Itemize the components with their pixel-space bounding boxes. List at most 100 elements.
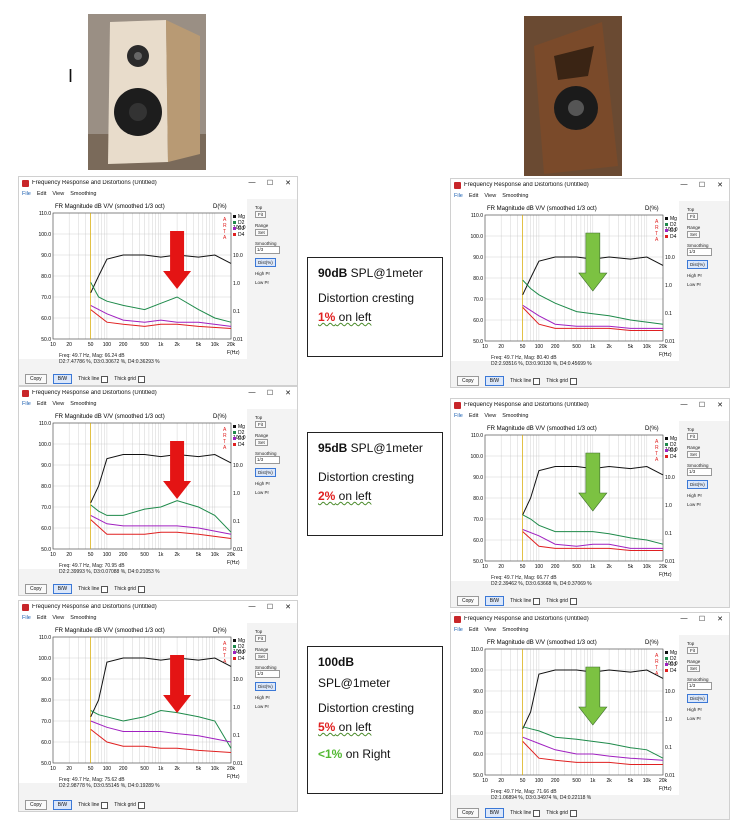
menu-file[interactable]: File [454, 193, 463, 199]
menu-smoothing[interactable]: Smoothing [502, 627, 529, 633]
smoothing-select[interactable]: 1/3 [687, 682, 712, 690]
menu-file[interactable]: File [454, 413, 463, 419]
thick-line-checkbox[interactable] [533, 597, 541, 605]
fr-chart: FR Magnitude dB V/V (smoothed 1/3 oct) D(… [451, 421, 679, 581]
copy-button[interactable]: Copy [25, 584, 47, 594]
maximize-button[interactable]: ☐ [698, 182, 706, 189]
set-button[interactable]: Set [687, 665, 700, 672]
set-button[interactable]: Set [255, 229, 268, 236]
smoothing-label: Smoothing [687, 463, 709, 468]
set-button[interactable]: Set [687, 231, 700, 238]
thick-line-checkbox[interactable] [533, 809, 541, 817]
maximize-button[interactable]: ☐ [698, 616, 706, 623]
thick-grid-checkbox[interactable] [569, 377, 577, 385]
thick-grid-checkbox[interactable] [137, 375, 145, 383]
minimize-button[interactable]: — [680, 615, 688, 622]
menu-edit[interactable]: Edit [468, 627, 479, 633]
bw-button[interactable]: B/W [52, 800, 73, 810]
fit-button[interactable]: Fit [687, 213, 698, 220]
xtick: 100 [535, 344, 544, 350]
fit-button[interactable]: Fit [255, 421, 266, 428]
menu-file[interactable]: File [454, 627, 463, 633]
thick-grid-checkbox[interactable] [569, 809, 577, 817]
copy-button[interactable]: Copy [25, 374, 47, 384]
set-button[interactable]: Set [687, 451, 700, 458]
dist-button[interactable]: Dist(%) [255, 468, 276, 477]
maximize-button[interactable]: ☐ [266, 180, 274, 187]
bw-button[interactable]: B/W [484, 596, 505, 606]
thick-grid-label: Thick grid [114, 376, 136, 382]
close-button[interactable]: ✕ [717, 402, 723, 409]
set-button[interactable]: Set [255, 439, 268, 446]
close-button[interactable]: ✕ [717, 182, 723, 189]
menu-edit[interactable]: Edit [36, 401, 47, 407]
smoothing-select[interactable]: 1/3 [255, 246, 280, 254]
curve-mg [522, 465, 664, 516]
legend-swatch [665, 443, 668, 446]
fit-button[interactable]: Fit [687, 647, 698, 654]
fit-button[interactable]: Fit [255, 635, 266, 642]
menu-smoothing[interactable]: Smoothing [502, 193, 529, 199]
close-button[interactable]: ✕ [285, 180, 291, 187]
menu-view[interactable]: View [52, 615, 65, 621]
smoothing-select[interactable]: 1/3 [687, 468, 712, 476]
dist-button[interactable]: Dist(%) [687, 260, 708, 269]
menu-view[interactable]: View [484, 627, 497, 633]
smoothing-select[interactable]: 1/3 [687, 248, 712, 256]
menu-smoothing[interactable]: Smoothing [70, 401, 97, 407]
menu-edit[interactable]: Edit [36, 191, 47, 197]
close-button[interactable]: ✕ [717, 616, 723, 623]
thick-grid-checkbox[interactable] [569, 597, 577, 605]
menu-view[interactable]: View [52, 191, 65, 197]
thick-line-checkbox[interactable] [533, 377, 541, 385]
copy-button[interactable]: Copy [457, 596, 479, 606]
smoothing-select[interactable]: 1/3 [255, 670, 280, 678]
bw-button[interactable]: B/W [52, 584, 73, 594]
smoothing-select[interactable]: 1/3 [255, 456, 280, 464]
lowpr-label: Low Pr [687, 282, 702, 287]
menu-file[interactable]: File [22, 401, 31, 407]
legend-swatch [233, 425, 236, 428]
menu-file[interactable]: File [22, 615, 31, 621]
thick-line-checkbox[interactable] [101, 801, 109, 809]
set-button[interactable]: Set [255, 653, 268, 660]
maximize-button[interactable]: ☐ [266, 604, 274, 611]
thick-line-checkbox[interactable] [101, 585, 109, 593]
menu-smoothing[interactable]: Smoothing [70, 615, 97, 621]
bw-button[interactable]: B/W [484, 376, 505, 386]
dist-button[interactable]: Dist(%) [687, 694, 708, 703]
minimize-button[interactable]: — [248, 179, 256, 186]
minimize-button[interactable]: — [680, 401, 688, 408]
maximize-button[interactable]: ☐ [698, 402, 706, 409]
curve-d4 [522, 531, 663, 551]
close-button[interactable]: ✕ [285, 390, 291, 397]
copy-button[interactable]: Copy [25, 800, 47, 810]
thick-grid-checkbox[interactable] [137, 801, 145, 809]
menu-edit[interactable]: Edit [468, 193, 479, 199]
menu-smoothing[interactable]: Smoothing [502, 413, 529, 419]
thick-grid-checkbox[interactable] [137, 585, 145, 593]
maximize-button[interactable]: ☐ [266, 390, 274, 397]
menu-view[interactable]: View [484, 193, 497, 199]
menu-file[interactable]: File [22, 191, 31, 197]
menu-edit[interactable]: Edit [468, 413, 479, 419]
menu-view[interactable]: View [52, 401, 65, 407]
ytick-right: 0.1 [665, 311, 672, 317]
bw-button[interactable]: B/W [52, 374, 73, 384]
minimize-button[interactable]: — [248, 389, 256, 396]
copy-button[interactable]: Copy [457, 376, 479, 386]
minimize-button[interactable]: — [248, 603, 256, 610]
dist-button[interactable]: Dist(%) [687, 480, 708, 489]
fit-button[interactable]: Fit [255, 211, 266, 218]
menu-view[interactable]: View [484, 413, 497, 419]
menu-edit[interactable]: Edit [36, 615, 47, 621]
thick-line-checkbox[interactable] [101, 375, 109, 383]
close-button[interactable]: ✕ [285, 604, 291, 611]
fit-button[interactable]: Fit [687, 433, 698, 440]
copy-button[interactable]: Copy [457, 808, 479, 818]
minimize-button[interactable]: — [680, 181, 688, 188]
dist-button[interactable]: Dist(%) [255, 258, 276, 267]
menu-smoothing[interactable]: Smoothing [70, 191, 97, 197]
dist-button[interactable]: Dist(%) [255, 682, 276, 691]
bw-button[interactable]: B/W [484, 808, 505, 818]
